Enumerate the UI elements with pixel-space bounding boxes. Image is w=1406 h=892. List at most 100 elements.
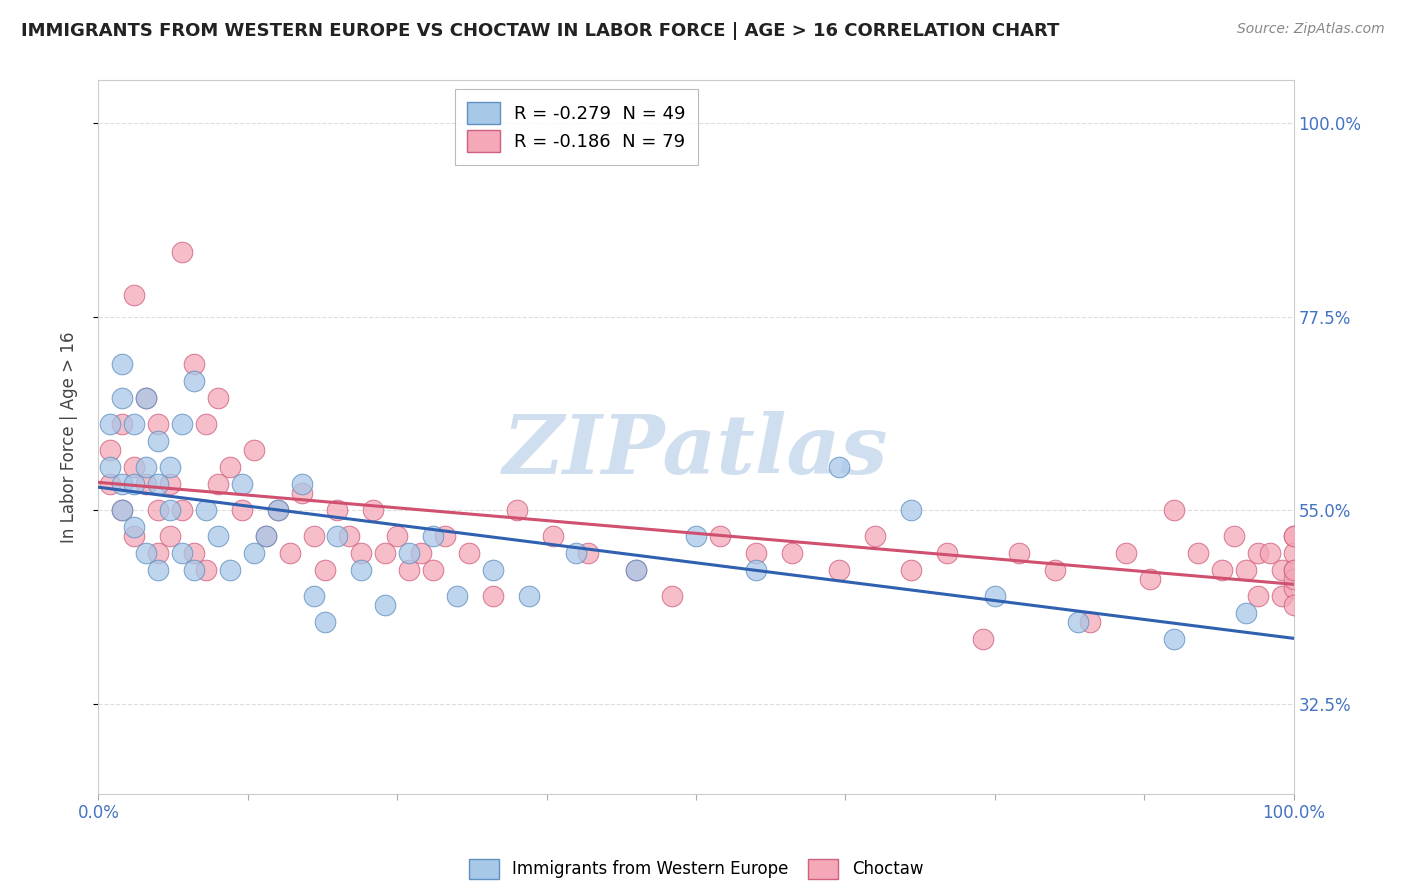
Point [1247, 589, 1270, 603]
Text: Source: ZipAtlas.com: Source: ZipAtlas.com [1237, 22, 1385, 37]
Point [1080, 615, 1102, 629]
Point [1139, 572, 1161, 586]
Point [254, 529, 277, 543]
Point [398, 546, 420, 560]
Point [135, 392, 157, 406]
Point [865, 529, 887, 543]
Point [1282, 529, 1305, 543]
Point [135, 460, 157, 475]
Point [98, 442, 122, 457]
Point [315, 615, 337, 629]
Point [1282, 563, 1305, 577]
Text: ZIPatlas: ZIPatlas [503, 411, 889, 491]
Point [626, 563, 648, 577]
Point [828, 460, 851, 475]
Point [1223, 529, 1246, 543]
Point [1282, 529, 1305, 543]
Point [278, 546, 301, 560]
Point [1282, 546, 1305, 560]
Point [1271, 589, 1294, 603]
Point [1282, 572, 1305, 586]
Point [172, 546, 194, 560]
Point [159, 477, 181, 491]
Point [195, 563, 218, 577]
Point [1187, 546, 1209, 560]
Point [900, 563, 922, 577]
Point [374, 598, 396, 612]
Point [124, 477, 146, 491]
Point [98, 417, 122, 432]
Point [124, 460, 146, 475]
Point [661, 589, 683, 603]
Point [1163, 632, 1185, 647]
Point [1282, 598, 1305, 612]
Point [984, 589, 1007, 603]
Point [578, 546, 600, 560]
Point [1234, 607, 1257, 621]
Point [98, 460, 122, 475]
Point [159, 460, 181, 475]
Point [626, 563, 648, 577]
Point [135, 546, 157, 560]
Point [1067, 615, 1090, 629]
Point [219, 460, 242, 475]
Point [195, 417, 218, 432]
Point [1247, 546, 1270, 560]
Point [363, 503, 385, 517]
Point [124, 417, 146, 432]
Point [1282, 563, 1305, 577]
Point [219, 563, 242, 577]
Point [111, 477, 134, 491]
Point [111, 503, 134, 517]
Point [135, 477, 157, 491]
Point [111, 417, 134, 432]
Point [972, 632, 994, 647]
Point [1234, 563, 1257, 577]
Point [159, 529, 181, 543]
Point [148, 417, 170, 432]
Point [780, 546, 803, 560]
Point [1282, 581, 1305, 595]
Point [458, 546, 481, 560]
Point [481, 589, 505, 603]
Point [267, 503, 290, 517]
Point [709, 529, 731, 543]
Point [422, 529, 444, 543]
Point [541, 529, 564, 543]
Y-axis label: In Labor Force | Age > 16: In Labor Force | Age > 16 [59, 331, 77, 543]
Point [1271, 563, 1294, 577]
Point [111, 357, 134, 371]
Point [98, 477, 122, 491]
Point [1211, 563, 1233, 577]
Point [148, 477, 170, 491]
Point [506, 503, 529, 517]
Point [315, 563, 337, 577]
Point [385, 529, 409, 543]
Point [207, 477, 229, 491]
Point [685, 529, 707, 543]
Point [207, 392, 229, 406]
Point [434, 529, 457, 543]
Point [148, 503, 170, 517]
Point [148, 434, 170, 449]
Point [517, 589, 540, 603]
Point [183, 546, 205, 560]
Point [243, 546, 266, 560]
Point [1043, 563, 1066, 577]
Point [446, 589, 468, 603]
Point [172, 417, 194, 432]
Point [339, 529, 361, 543]
Point [124, 520, 146, 534]
Point [374, 546, 396, 560]
Point [183, 563, 205, 577]
Point [231, 477, 253, 491]
Point [172, 503, 194, 517]
Point [422, 563, 444, 577]
Point [291, 477, 314, 491]
Point [267, 503, 290, 517]
Point [135, 392, 157, 406]
Point [111, 392, 134, 406]
Point [350, 563, 373, 577]
Point [900, 503, 922, 517]
Point [936, 546, 959, 560]
